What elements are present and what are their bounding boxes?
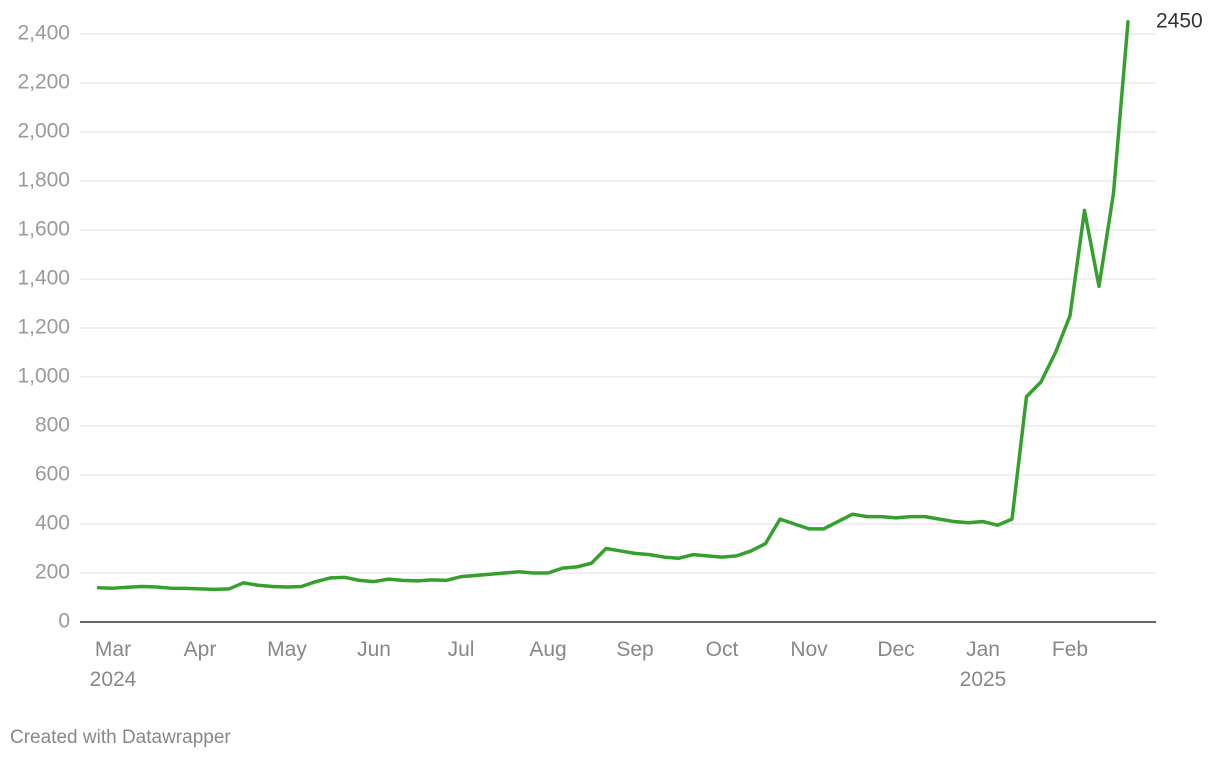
x-tick-label: Oct	[706, 638, 739, 661]
x-tick-label: Sep	[616, 638, 653, 661]
y-tick-label: 1,400	[17, 267, 70, 290]
x-tick-label: Aug	[529, 638, 566, 661]
y-tick-label: 2,000	[17, 120, 70, 143]
y-tick-label: 0	[58, 610, 70, 633]
x-tick-label: Feb	[1052, 638, 1088, 661]
y-tick-label: 800	[35, 414, 70, 437]
y-tick-label: 1,200	[17, 316, 70, 339]
y-tick-label: 600	[35, 463, 70, 486]
y-tick-label: 400	[35, 512, 70, 535]
credit: Created with Datawrapper	[10, 727, 231, 748]
y-tick-label: 2,200	[17, 71, 70, 94]
y-tick-label: 200	[35, 561, 70, 584]
x-tick-label: Jan 2025	[960, 638, 1007, 691]
x-tick-label: Apr	[184, 638, 217, 661]
y-tick-label: 1,800	[17, 169, 70, 192]
x-tick-label: Dec	[877, 638, 914, 661]
y-tick-label: 1,000	[17, 365, 70, 388]
x-tick-label: Mar 2024	[90, 638, 137, 691]
y-tick-label: 2,400	[17, 22, 70, 45]
y-tick-label: 1,600	[17, 218, 70, 241]
x-tick-label: May	[267, 638, 307, 661]
end-label: 2450	[1156, 9, 1203, 32]
x-tick-label: Nov	[790, 638, 828, 661]
x-tick-label: Jun	[357, 638, 391, 661]
x-tick-label: Jul	[448, 638, 475, 661]
line	[96, 20, 1130, 592]
